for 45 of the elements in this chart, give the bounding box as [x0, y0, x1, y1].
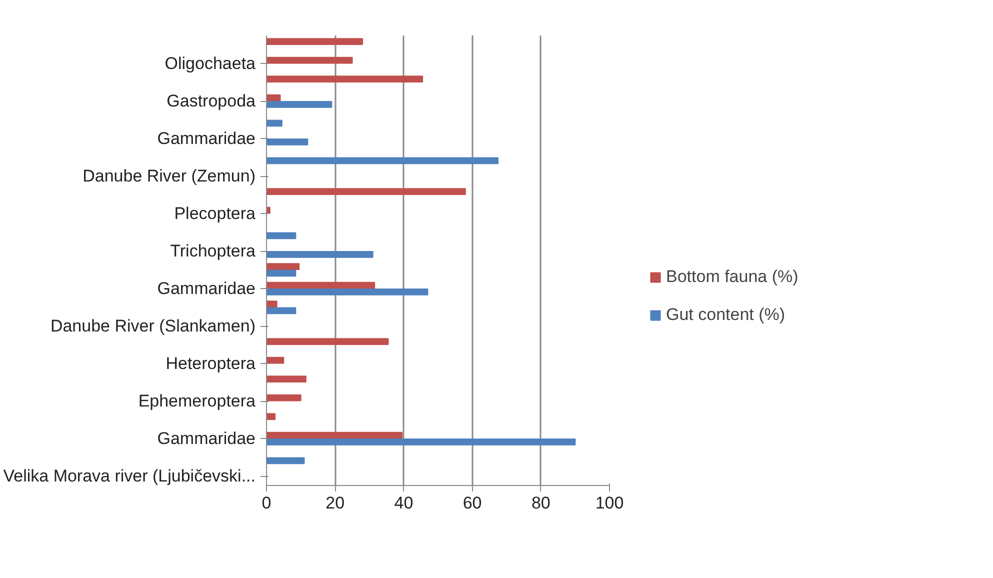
- bar: [266, 120, 282, 127]
- bar: [266, 394, 302, 402]
- bar: [266, 438, 576, 446]
- bar: [266, 338, 389, 346]
- bar: [266, 457, 305, 464]
- bar: [266, 138, 308, 146]
- y-tick-label: Ephemeroptera: [138, 392, 256, 411]
- bar: [266, 270, 296, 277]
- y-tick-label: Gastropoda: [166, 92, 256, 111]
- bar: [266, 250, 374, 258]
- y-tick-label: Gammaridae: [157, 279, 256, 298]
- y-tick-label: Danube River (Slankamen): [50, 316, 256, 336]
- x-tick-label: 0: [262, 494, 272, 512]
- bar: [266, 232, 296, 240]
- bar: [266, 100, 332, 108]
- bar: [266, 282, 376, 289]
- x-tick-label: 40: [394, 494, 414, 512]
- bar: [266, 56, 353, 64]
- y-tick-label: Gammaridae: [157, 129, 256, 148]
- bar: [266, 376, 306, 383]
- bar: [266, 432, 402, 439]
- y-tick-label: Danube River (Zemun): [82, 166, 256, 186]
- legend-label: Gut content (%): [666, 305, 786, 325]
- bar: [266, 356, 284, 364]
- x-tick-label: 100: [595, 494, 624, 512]
- x-tick-label: 60: [462, 494, 482, 512]
- bar: [266, 94, 281, 102]
- y-tick-label: Heteroptera: [166, 354, 256, 374]
- y-tick-label: Oligochaeta: [164, 54, 256, 74]
- y-tick-label: Plecoptera: [174, 204, 256, 224]
- bar: [266, 38, 364, 46]
- y-tick-label: Trichoptera: [170, 242, 256, 261]
- y-tick-label: Velika Morava river (Ljubičevski...: [3, 466, 256, 486]
- x-tick-label: 80: [531, 494, 550, 512]
- legend-label: Bottom fauna (%): [666, 267, 798, 287]
- bar: [266, 288, 428, 296]
- bar: [266, 157, 499, 164]
- bar: [266, 413, 276, 420]
- bar: [266, 300, 278, 308]
- x-tick-label: 20: [326, 494, 345, 512]
- bar: [266, 263, 300, 270]
- bar: [266, 76, 424, 83]
- bar: [266, 307, 296, 314]
- bar: [266, 188, 466, 196]
- y-tick-label: Gammaridae: [157, 429, 256, 448]
